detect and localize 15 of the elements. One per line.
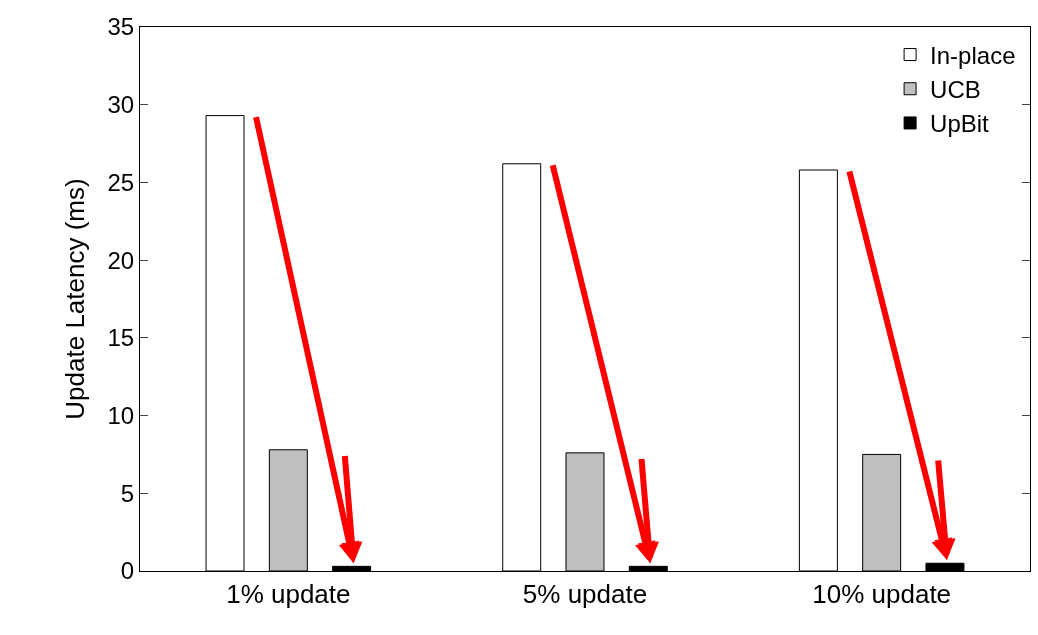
y-tick-label: 30: [107, 91, 135, 119]
x-tick-label: 5% update: [522, 579, 648, 610]
y-tick-label: 10: [107, 401, 135, 429]
y-tick-label: 35: [107, 13, 135, 41]
y-tick-label: 20: [107, 246, 135, 274]
y-tick-label: 0: [120, 557, 135, 585]
y-tick-label: 15: [107, 324, 135, 352]
legend-label: In-place: [930, 41, 1016, 69]
legend-label: UpBit: [930, 110, 990, 138]
y-axis-title: Update Latency (ms): [59, 178, 90, 420]
x-tick-label: 1% update: [226, 579, 351, 610]
x-tick-label: 10% update: [812, 579, 952, 610]
legend-label: UCB: [930, 76, 981, 104]
y-tick-label: 5: [120, 479, 135, 507]
y-tick-label: 25: [107, 168, 135, 196]
